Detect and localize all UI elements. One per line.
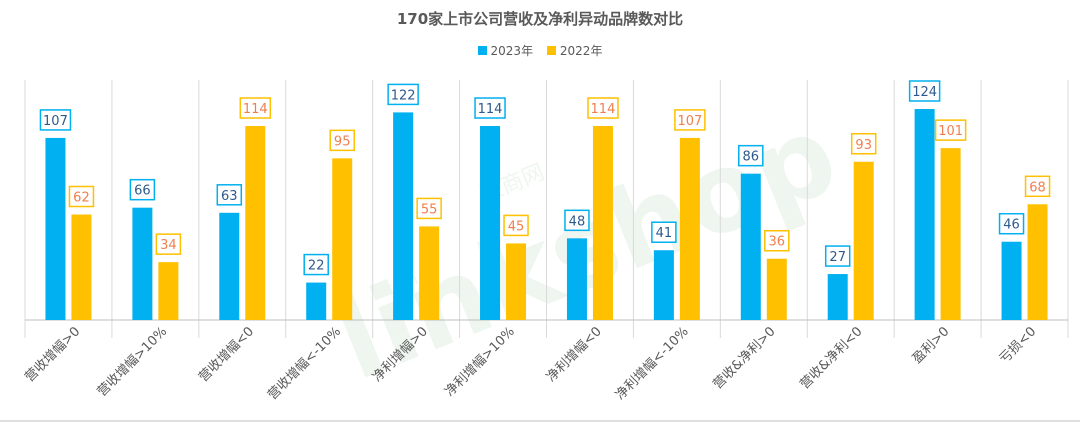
data-label-box <box>416 197 442 220</box>
bar-2023 <box>827 274 848 320</box>
bar-2022 <box>245 126 266 320</box>
data-label: 55 <box>421 202 438 217</box>
category-label: 盈利>0 <box>910 324 953 367</box>
data-label: 122 <box>391 88 416 103</box>
data-label: 107 <box>677 114 702 129</box>
data-label: 22 <box>308 259 325 274</box>
data-label: 66 <box>134 184 151 199</box>
bar-2022 <box>71 214 92 320</box>
data-label: 124 <box>912 85 937 100</box>
data-label: 114 <box>478 102 503 117</box>
category-label: 营收增幅>0 <box>22 324 83 385</box>
data-label-box <box>908 80 941 102</box>
category-label: 营收增幅<-10% <box>265 324 344 403</box>
data-label-box <box>934 119 967 141</box>
data-label-box <box>387 83 419 106</box>
data-label: 101 <box>938 124 963 139</box>
category-label: 营收增幅>10% <box>95 324 171 400</box>
data-label-box <box>503 214 529 237</box>
data-label-box <box>239 97 272 119</box>
data-label-box <box>764 229 790 252</box>
data-label: 68 <box>1029 180 1046 195</box>
data-label-box <box>39 109 72 131</box>
data-label: 93 <box>855 138 872 153</box>
data-label-box <box>651 221 677 243</box>
bar-2022 <box>592 126 613 320</box>
data-label-box <box>1024 175 1051 198</box>
data-label: 62 <box>73 191 90 206</box>
data-label: 114 <box>591 102 616 117</box>
category-label: 亏损<0 <box>997 324 1040 367</box>
data-label: 107 <box>43 114 68 129</box>
data-label-box <box>68 185 95 208</box>
data-label: 63 <box>221 189 238 204</box>
data-label-box <box>564 209 590 232</box>
bar-2023 <box>1001 241 1022 320</box>
data-label-box <box>587 97 619 119</box>
data-label-box <box>129 178 156 201</box>
legend-swatch-2023 <box>477 46 487 55</box>
legend-label-2023: 2023年 <box>490 44 534 58</box>
data-label: 41 <box>656 226 673 241</box>
bar-2023 <box>914 109 935 320</box>
chart-legend: 2023年 2022年 <box>0 42 1080 59</box>
data-label: 36 <box>769 235 786 250</box>
data-label-box <box>824 245 851 267</box>
bar-2023 <box>566 238 587 320</box>
data-label-box <box>674 109 706 131</box>
category-label: 净利增幅<-10% <box>613 324 692 403</box>
data-label-box <box>850 133 877 155</box>
data-label-box <box>738 144 764 167</box>
bar-2022 <box>940 148 961 320</box>
bar-2022 <box>419 226 440 320</box>
bar-2023 <box>306 282 327 320</box>
bar-2023 <box>740 173 761 320</box>
data-label: 45 <box>508 219 525 234</box>
category-label: 营收增幅<0 <box>196 324 257 385</box>
data-label-box <box>474 97 506 119</box>
bar-2022 <box>1027 204 1048 320</box>
data-label: 114 <box>243 102 268 117</box>
legend-item-2022: 2022年 <box>546 42 603 59</box>
data-label: 86 <box>743 150 760 165</box>
bar-2022 <box>766 258 787 320</box>
data-label-box <box>303 253 329 276</box>
bar-2023 <box>653 250 674 320</box>
bar-2023 <box>393 112 414 320</box>
data-label: 48 <box>569 214 586 229</box>
bar-2023 <box>219 212 240 320</box>
bar-2023 <box>480 126 501 320</box>
data-label-box <box>216 184 243 206</box>
data-label: 34 <box>160 238 177 253</box>
data-label: 95 <box>334 134 351 149</box>
legend-item-2023: 2023年 <box>477 42 534 59</box>
data-label-box <box>155 233 182 255</box>
chart-title: 170家上市公司营收及净利异动品牌数对比 <box>396 10 684 28</box>
bar-2022 <box>679 137 700 320</box>
data-label: 46 <box>1003 218 1020 233</box>
legend-swatch-2022 <box>546 46 556 55</box>
bar-2022 <box>853 161 874 320</box>
data-label-box <box>998 212 1025 235</box>
category-label: 净利增幅<0 <box>544 324 605 385</box>
data-label-box <box>329 129 355 152</box>
bar-2022 <box>506 243 527 320</box>
bar-2023 <box>132 207 153 320</box>
bar-2023 <box>45 137 66 320</box>
bar-2022 <box>332 158 353 320</box>
legend-label-2022: 2022年 <box>559 44 603 58</box>
data-label: 27 <box>829 250 846 265</box>
bar-2022 <box>158 262 179 320</box>
